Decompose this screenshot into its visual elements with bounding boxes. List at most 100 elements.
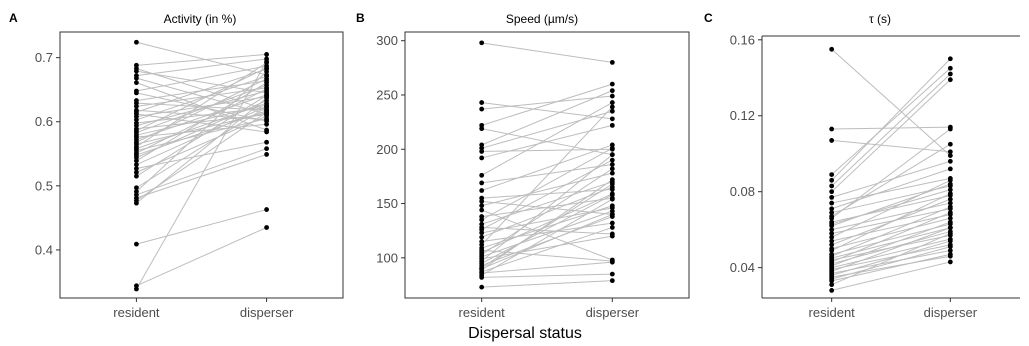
point-disperser (264, 146, 269, 152)
pair-line (136, 209, 267, 245)
pair-line (481, 213, 613, 270)
pair-line (831, 240, 951, 276)
point-resident (479, 207, 485, 213)
x-tick-label: resident (113, 305, 160, 320)
point-resident (829, 288, 835, 293)
pair-line (136, 141, 267, 170)
point-resident (829, 223, 835, 229)
point-resident (829, 172, 835, 177)
y-tick-label: 100 (376, 250, 398, 265)
point-resident (134, 68, 139, 74)
point-disperser (609, 278, 615, 284)
pair-line (136, 75, 267, 121)
point-resident (829, 238, 835, 244)
point-disperser (264, 139, 269, 145)
pair-line (136, 113, 267, 133)
point-resident (479, 266, 485, 272)
point-disperser (609, 100, 615, 105)
point-disperser (264, 95, 269, 101)
x-tick-label: resident (809, 305, 856, 320)
pair-line (831, 179, 951, 238)
point-resident (134, 286, 139, 292)
pair-line (136, 106, 267, 189)
point-resident (829, 282, 835, 288)
point-resident (829, 206, 835, 212)
pair-line (481, 154, 613, 262)
pair-line (481, 148, 613, 152)
point-resident (479, 180, 485, 186)
pair-line (481, 124, 613, 159)
pair-line (831, 208, 951, 234)
y-tick-label: 0.4 (35, 242, 53, 257)
pair-line (481, 183, 613, 269)
y-tick-label: 0.04 (730, 260, 755, 275)
pair-line (481, 179, 613, 271)
pair-line (481, 216, 613, 266)
pair-line (831, 183, 951, 227)
pair-line (831, 246, 951, 280)
point-disperser (947, 200, 953, 206)
point-disperser (609, 166, 615, 172)
pair-line (136, 58, 267, 77)
pair-line (136, 41, 267, 76)
point-resident (134, 173, 139, 179)
pair-line (481, 90, 613, 146)
y-tick-label: 0.5 (35, 178, 53, 193)
point-disperser (947, 215, 953, 221)
point-disperser (609, 212, 615, 217)
pair-line (831, 202, 951, 231)
point-resident (479, 155, 485, 161)
point-disperser (947, 77, 953, 83)
pair-line (831, 227, 951, 272)
point-resident (829, 234, 835, 240)
point-resident (479, 100, 485, 105)
point-disperser (264, 121, 269, 127)
y-tick-label: 300 (376, 33, 398, 48)
point-disperser (947, 149, 953, 155)
pair-line (136, 97, 267, 204)
point-disperser (264, 80, 269, 86)
pair-line (481, 102, 613, 176)
point-disperser (609, 145, 615, 151)
pair-line (481, 163, 613, 184)
point-disperser (947, 181, 953, 187)
point-disperser (609, 271, 615, 277)
pair-line (831, 261, 951, 291)
panel-letter: A (9, 11, 18, 25)
point-disperser (609, 203, 615, 209)
pair-line (831, 244, 951, 271)
pair-line (831, 67, 951, 175)
pair-line (136, 78, 267, 143)
pair-line (831, 168, 951, 210)
point-resident (134, 162, 139, 168)
point-resident (134, 166, 139, 171)
pair-line (831, 217, 951, 250)
point-disperser (264, 113, 269, 119)
point-disperser (947, 244, 953, 250)
pair-line (831, 213, 951, 242)
pair-line (481, 95, 613, 110)
panel-title: τ (s) (869, 12, 891, 26)
point-disperser (947, 166, 953, 172)
point-resident (829, 200, 835, 206)
point-disperser (264, 104, 269, 110)
point-resident (829, 138, 835, 143)
point-resident (829, 242, 835, 248)
point-disperser (264, 65, 269, 71)
pair-line (481, 280, 613, 288)
pair-line (481, 172, 613, 207)
point-disperser (947, 238, 953, 244)
pair-line (481, 193, 613, 253)
point-resident (134, 39, 139, 45)
pair-line (136, 84, 267, 134)
pair-line (481, 226, 613, 235)
point-disperser (947, 141, 953, 147)
point-disperser (947, 177, 953, 183)
point-disperser (947, 158, 953, 164)
pair-line (481, 144, 613, 191)
pair-line (136, 148, 267, 196)
panel-title: Speed (µm/s) (506, 12, 578, 26)
pair-line (831, 238, 951, 269)
pair-line (481, 106, 613, 246)
